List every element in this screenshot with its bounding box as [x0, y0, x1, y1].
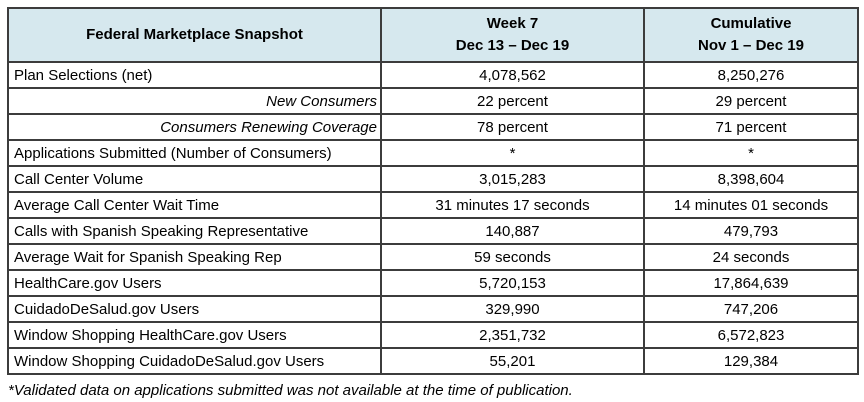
header-row: Federal Marketplace Snapshot Week 7 Dec …	[7, 7, 859, 63]
row-label: Window Shopping CuidadoDeSalud.gov Users	[7, 347, 382, 375]
cumulative-value: 8,398,604	[643, 165, 859, 193]
cumulative-value: 747,206	[643, 295, 859, 323]
week-header-line1: Week 7	[486, 15, 539, 32]
cumulative-value: 29 percent	[643, 87, 859, 115]
cumulative-value: 14 minutes 01 seconds	[643, 191, 859, 219]
week-value: 4,078,562	[380, 61, 645, 89]
row-label: Window Shopping HealthCare.gov Users	[7, 321, 382, 349]
week-value: 78 percent	[380, 113, 645, 141]
header-cell-title: Federal Marketplace Snapshot	[7, 7, 382, 63]
row-label: Call Center Volume	[7, 165, 382, 193]
cumulative-header-line1: Cumulative	[710, 15, 792, 32]
week-value: 31 minutes 17 seconds	[380, 191, 645, 219]
row-label: HealthCare.gov Users	[7, 269, 382, 297]
row-label: Consumers Renewing Coverage	[7, 113, 382, 141]
cumulative-value: *	[643, 139, 859, 167]
cumulative-header-line2: Nov 1 – Dec 19	[698, 37, 804, 54]
week-value: 2,351,732	[380, 321, 645, 349]
header-cell-cumulative: Cumulative Nov 1 – Dec 19	[643, 7, 859, 63]
week-value: 22 percent	[380, 87, 645, 115]
week-value: 55,201	[380, 347, 645, 375]
cumulative-value: 24 seconds	[643, 243, 859, 271]
week-value: 59 seconds	[380, 243, 645, 271]
marketplace-snapshot-table: Federal Marketplace Snapshot Week 7 Dec …	[7, 7, 859, 375]
row-label: Plan Selections (net)	[7, 61, 382, 89]
cumulative-value: 71 percent	[643, 113, 859, 141]
table-row: CuidadoDeSalud.gov Users 329,990 747,206	[7, 295, 859, 323]
cumulative-value: 479,793	[643, 217, 859, 245]
table-title: Federal Marketplace Snapshot	[86, 26, 303, 43]
marketplace-snapshot-table-container: Federal Marketplace Snapshot Week 7 Dec …	[7, 7, 859, 399]
row-label: CuidadoDeSalud.gov Users	[7, 295, 382, 323]
table-row: Call Center Volume 3,015,283 8,398,604	[7, 165, 859, 193]
week-value: *	[380, 139, 645, 167]
table-row: Applications Submitted (Number of Consum…	[7, 139, 859, 167]
row-label: Average Call Center Wait Time	[7, 191, 382, 219]
header-cell-week: Week 7 Dec 13 – Dec 19	[380, 7, 645, 63]
table-row: New Consumers 22 percent 29 percent	[7, 87, 859, 115]
table-row: Consumers Renewing Coverage 78 percent 7…	[7, 113, 859, 141]
week-value: 3,015,283	[380, 165, 645, 193]
table-row: Plan Selections (net) 4,078,562 8,250,27…	[7, 61, 859, 89]
cumulative-value: 129,384	[643, 347, 859, 375]
footnote: *Validated data on applications submitte…	[8, 382, 573, 399]
row-label: Average Wait for Spanish Speaking Rep	[7, 243, 382, 271]
row-label: Applications Submitted (Number of Consum…	[7, 139, 382, 167]
cumulative-value: 17,864,639	[643, 269, 859, 297]
week-value: 140,887	[380, 217, 645, 245]
week-value: 5,720,153	[380, 269, 645, 297]
table-row: Calls with Spanish Speaking Representati…	[7, 217, 859, 245]
table-row: HealthCare.gov Users 5,720,153 17,864,63…	[7, 269, 859, 297]
week-value: 329,990	[380, 295, 645, 323]
table-row: Average Wait for Spanish Speaking Rep 59…	[7, 243, 859, 271]
table-row: Window Shopping CuidadoDeSalud.gov Users…	[7, 347, 859, 375]
week-header-line2: Dec 13 – Dec 19	[455, 37, 570, 54]
cumulative-value: 6,572,823	[643, 321, 859, 349]
table-row: Window Shopping HealthCare.gov Users 2,3…	[7, 321, 859, 349]
row-label: New Consumers	[7, 87, 382, 115]
cumulative-value: 8,250,276	[643, 61, 859, 89]
row-label: Calls with Spanish Speaking Representati…	[7, 217, 382, 245]
table-row: Average Call Center Wait Time 31 minutes…	[7, 191, 859, 219]
